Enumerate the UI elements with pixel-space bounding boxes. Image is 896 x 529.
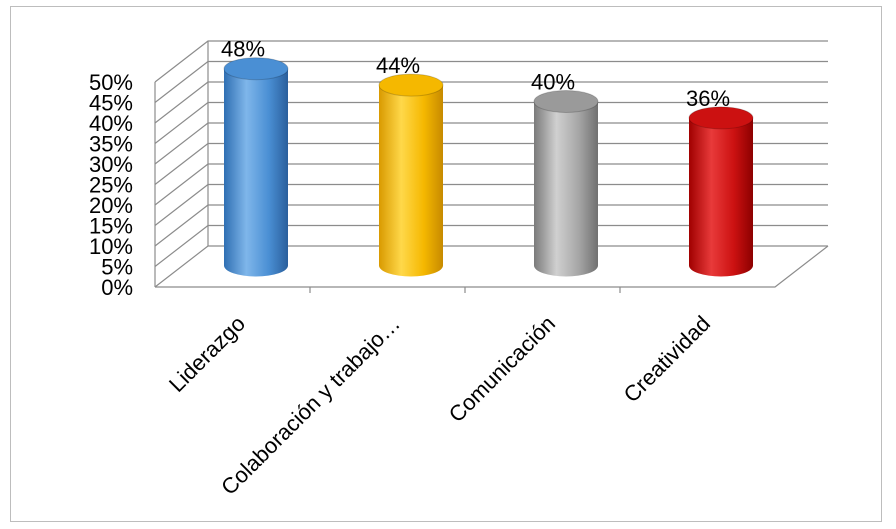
gridline (154, 101, 828, 144)
bar-4 (688, 106, 754, 277)
bar-top (688, 106, 754, 130)
bar-body (224, 68, 288, 277)
data-label: 36% (686, 86, 730, 111)
bar-top (378, 73, 444, 97)
category-label: Comunicación (444, 311, 560, 427)
category-label: Creatividad (619, 311, 715, 407)
gridline (154, 183, 828, 226)
data-label: 44% (376, 53, 420, 78)
bar-1 (223, 57, 289, 277)
floor-front-edge (155, 245, 829, 288)
y-tick-label: 45% (89, 91, 133, 116)
y-tick-label: 20% (89, 193, 133, 218)
bar-2 (378, 73, 444, 277)
gridline (154, 142, 828, 185)
y-tick-label: 0% (101, 275, 133, 300)
y-tick-label: 10% (89, 234, 133, 259)
gridline (154, 224, 828, 267)
bar-top (533, 90, 599, 113)
gridline (154, 163, 828, 206)
gridline (154, 122, 828, 165)
y-tick-label: 35% (89, 132, 133, 157)
bar-body (534, 101, 598, 277)
y-tick-label: 25% (89, 173, 133, 198)
y-tick-label: 5% (101, 255, 133, 280)
y-tick-label: 30% (89, 152, 133, 177)
y-tick-label: 40% (89, 111, 133, 136)
y-tick-label: 50% (89, 70, 133, 95)
data-label: 48% (221, 37, 265, 62)
bars (223, 57, 754, 277)
bar-3 (533, 90, 599, 277)
category-label: Liderazgo (164, 311, 250, 397)
y-axis-tick-labels: 0%5%10%15%20%25%30%35%40%45%50% (89, 70, 133, 300)
gridline (154, 40, 828, 83)
y-tick-label: 15% (89, 214, 133, 239)
bar-body (379, 85, 443, 277)
bar-body (689, 117, 753, 277)
gridlines (154, 40, 828, 288)
bar-top (223, 57, 289, 81)
gridline (154, 245, 828, 288)
gridline (154, 81, 828, 124)
gridline (154, 60, 828, 103)
data-labels: 48% 44% 40% 36% (221, 37, 730, 111)
gridline (154, 204, 828, 247)
data-label: 40% (531, 70, 575, 95)
category-label: Colaboración y trabajo… (216, 311, 405, 500)
